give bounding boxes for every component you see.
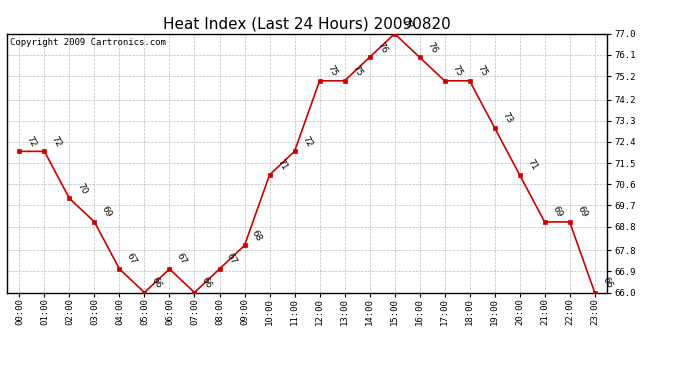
Text: 72: 72 [25,134,39,148]
Text: 67: 67 [125,252,139,266]
Text: 70: 70 [75,181,88,196]
Text: 76: 76 [425,40,439,54]
Text: 77: 77 [400,16,414,31]
Text: 67: 67 [225,252,239,266]
Text: 66: 66 [600,275,614,290]
Title: Heat Index (Last 24 Hours) 20090820: Heat Index (Last 24 Hours) 20090820 [163,16,451,31]
Text: 72: 72 [300,134,313,148]
Text: 69: 69 [100,205,114,219]
Text: Copyright 2009 Cartronics.com: Copyright 2009 Cartronics.com [10,38,166,46]
Text: 75: 75 [475,63,489,78]
Text: 66: 66 [150,275,164,290]
Text: 69: 69 [550,205,564,219]
Text: 71: 71 [525,158,539,172]
Text: 75: 75 [350,63,364,78]
Text: 68: 68 [250,228,264,243]
Text: 67: 67 [175,252,188,266]
Text: 73: 73 [500,111,514,125]
Text: 72: 72 [50,134,63,148]
Text: 66: 66 [200,275,214,290]
Text: 75: 75 [325,63,339,78]
Text: 69: 69 [575,205,589,219]
Text: 75: 75 [450,63,464,78]
Text: 76: 76 [375,40,388,54]
Text: 71: 71 [275,158,288,172]
